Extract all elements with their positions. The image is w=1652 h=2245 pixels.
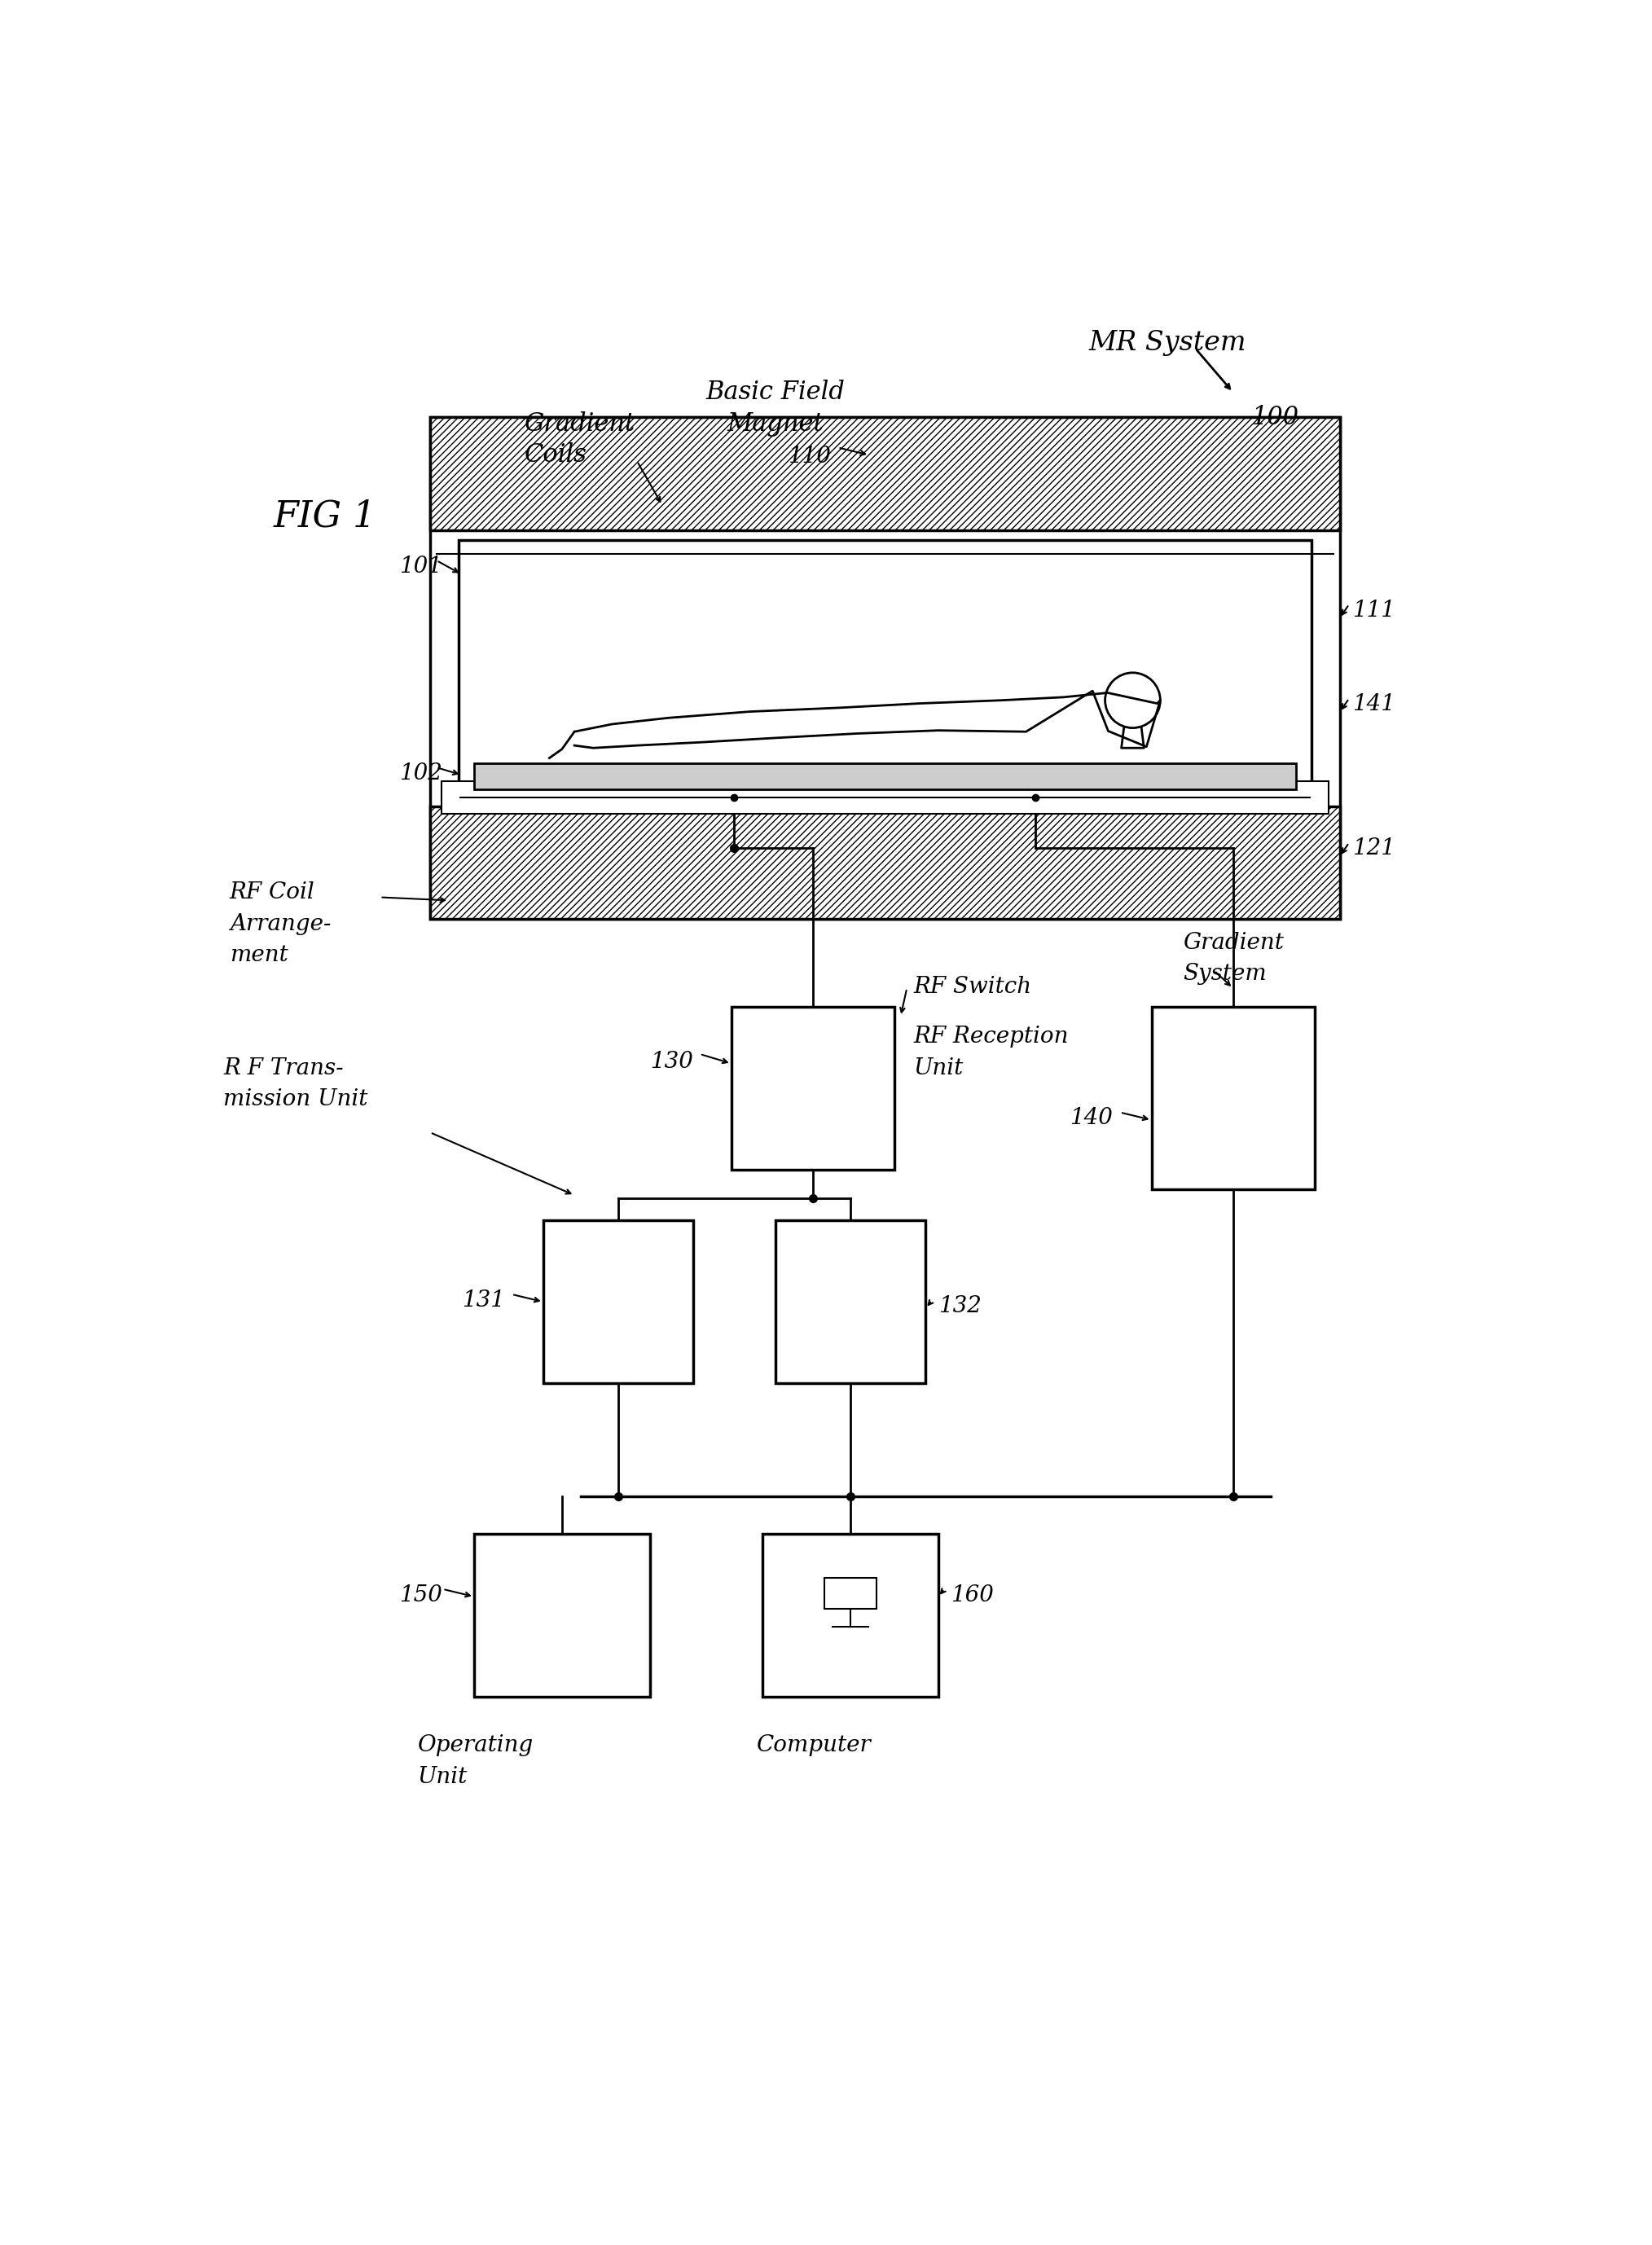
Text: Arrange-: Arrange-	[230, 914, 330, 934]
Bar	[544, 1221, 694, 1383]
Text: MR System: MR System	[1089, 330, 1246, 355]
Text: 121: 121	[1353, 837, 1396, 860]
Text: Unit: Unit	[418, 1767, 468, 1787]
Text: mission Unit: mission Unit	[223, 1089, 368, 1111]
Text: RF Switch: RF Switch	[914, 977, 1031, 997]
Text: ment: ment	[230, 945, 287, 965]
Bar	[732, 1008, 894, 1170]
Text: 101: 101	[398, 555, 441, 577]
Bar	[441, 781, 1328, 815]
Bar	[763, 1533, 938, 1697]
Text: Unit: Unit	[914, 1057, 963, 1080]
Bar	[474, 1533, 649, 1697]
Text: 140: 140	[1070, 1107, 1113, 1129]
Text: 131: 131	[461, 1289, 504, 1311]
Text: Computer: Computer	[757, 1735, 871, 1756]
Text: 102: 102	[398, 763, 441, 784]
Text: Magnet: Magnet	[727, 411, 823, 436]
Text: Gradient: Gradient	[1183, 932, 1284, 954]
Bar	[430, 418, 1340, 918]
Text: RF Reception: RF Reception	[914, 1026, 1069, 1048]
Text: System: System	[1183, 963, 1267, 986]
Text: 111: 111	[1353, 599, 1396, 622]
Bar	[824, 1578, 877, 1610]
Text: FIG 1: FIG 1	[273, 498, 377, 534]
Text: Operating: Operating	[418, 1735, 534, 1756]
Bar	[474, 763, 1295, 790]
Text: 160: 160	[952, 1585, 995, 1605]
Text: Gradient: Gradient	[524, 411, 636, 436]
Text: 110: 110	[788, 447, 831, 467]
Bar	[458, 539, 1312, 797]
Text: RF Coil: RF Coil	[230, 882, 316, 902]
Text: R F Trans-: R F Trans-	[223, 1057, 344, 1080]
Bar	[775, 1221, 925, 1383]
Text: Coils: Coils	[524, 442, 586, 467]
Text: 100: 100	[1252, 404, 1298, 431]
Text: 150: 150	[398, 1585, 441, 1605]
Bar	[430, 806, 1340, 918]
Text: Basic Field: Basic Field	[705, 379, 844, 404]
Text: 132: 132	[938, 1295, 981, 1318]
Bar	[1151, 1008, 1315, 1190]
Text: 141: 141	[1353, 694, 1396, 716]
Text: 130: 130	[649, 1051, 692, 1073]
Bar	[430, 418, 1340, 530]
